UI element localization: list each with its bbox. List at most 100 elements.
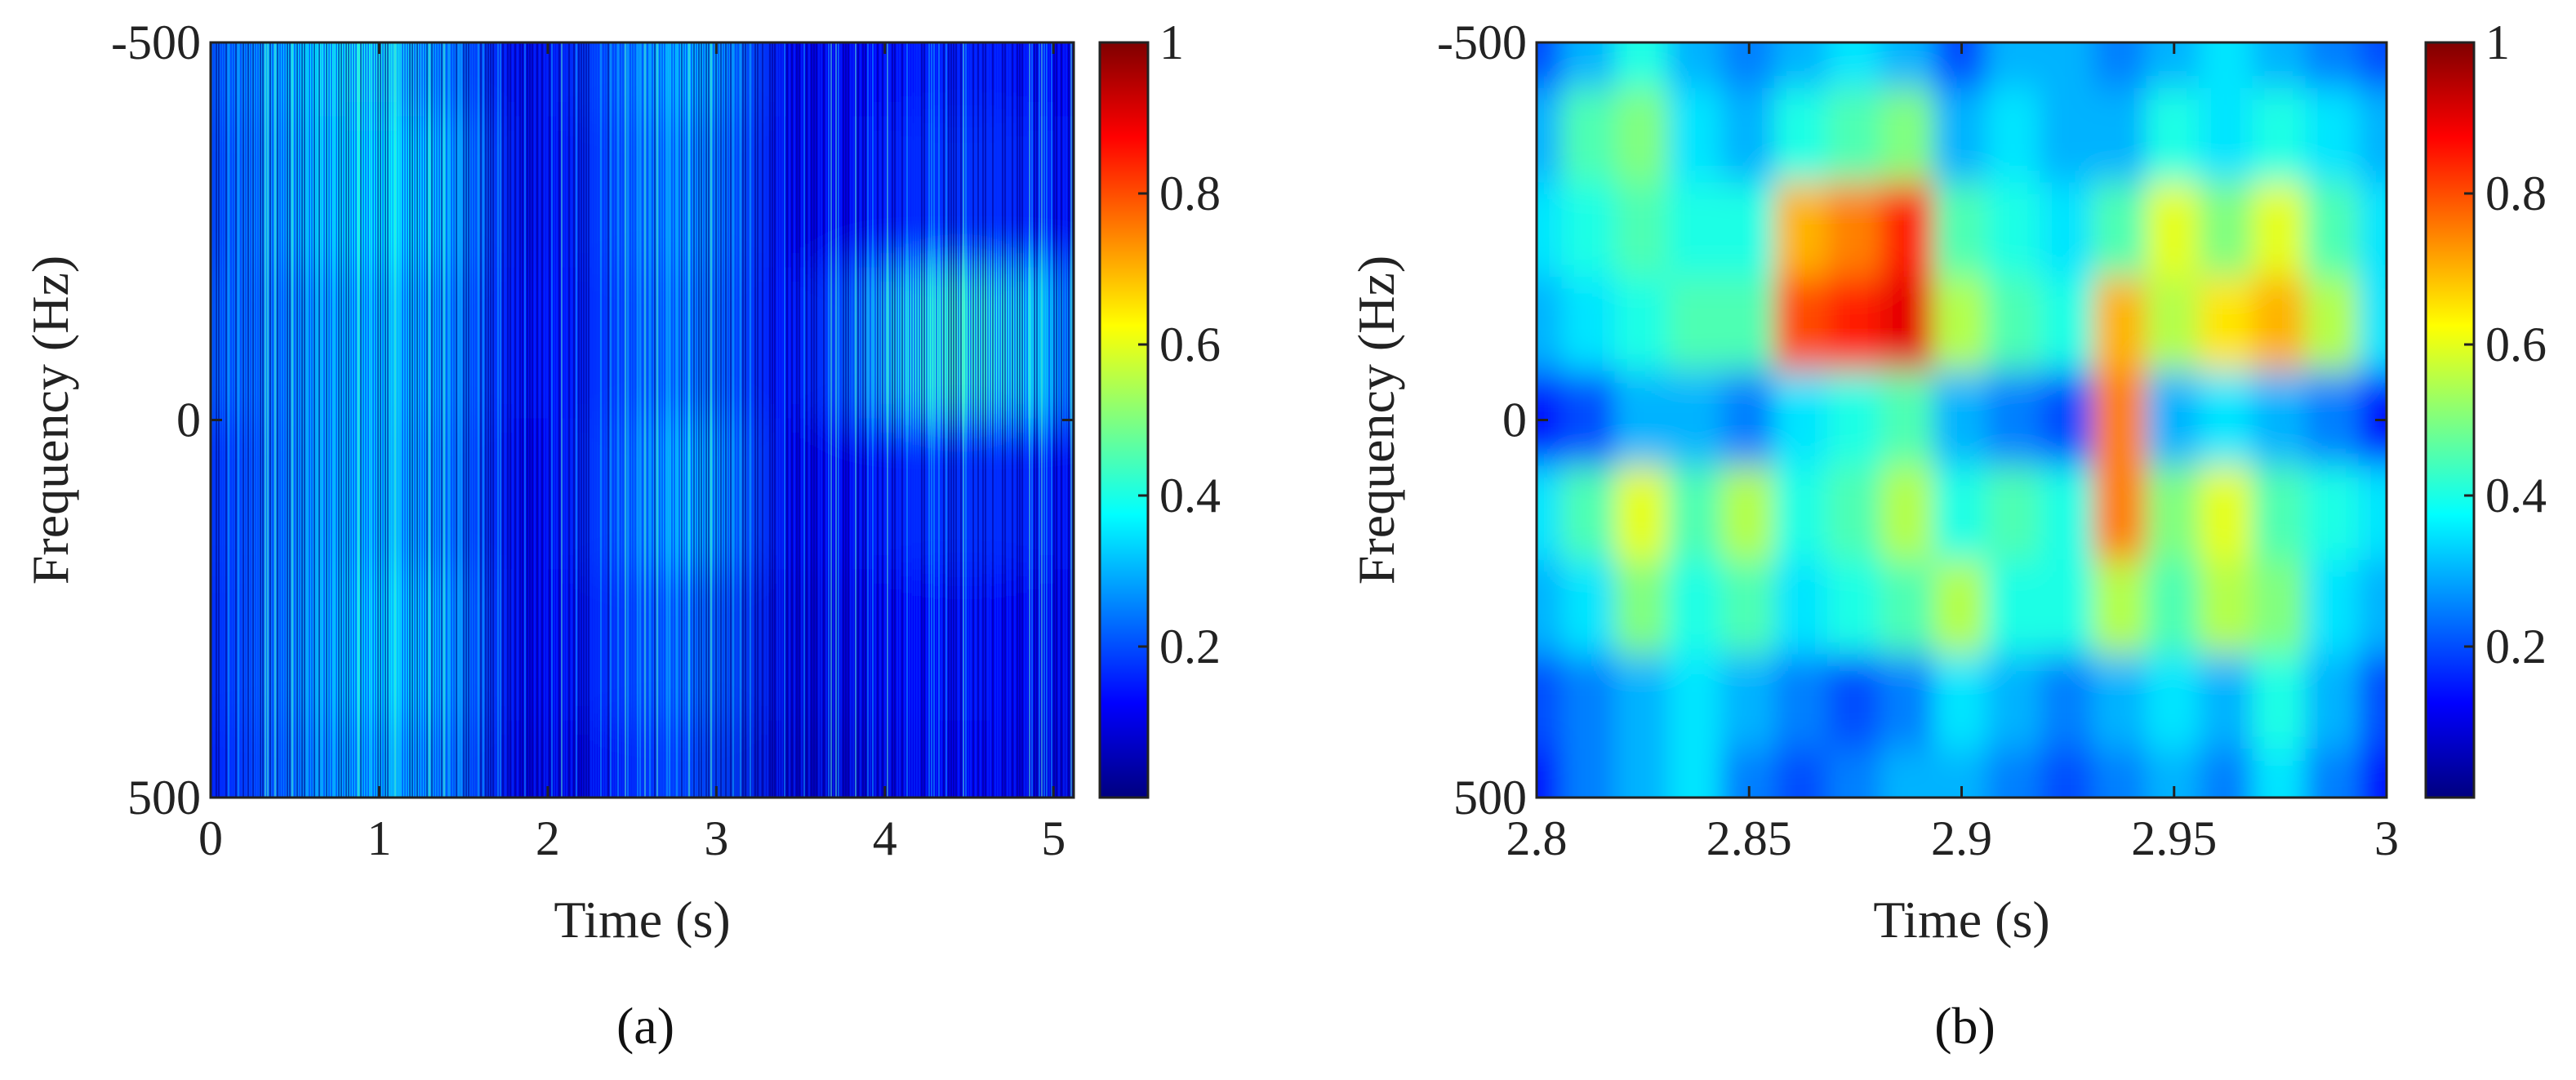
heatmap-cell (1537, 87, 1565, 186)
spectral-striation (764, 42, 766, 798)
spectral-striation (1051, 42, 1052, 798)
heatmap-cell (2040, 371, 2097, 469)
spectral-striation (438, 42, 440, 798)
spectral-striation (331, 42, 332, 798)
spectral-striation (656, 42, 658, 798)
colorbar-gradient (1100, 42, 1148, 798)
spectral-striation (691, 42, 692, 798)
x-axis-label-a: Time (s) (554, 891, 730, 949)
spectral-striation (980, 42, 981, 798)
heatmap-cell (1614, 465, 1671, 563)
heatmap-cell (1537, 465, 1565, 563)
spectral-striation (955, 42, 957, 798)
spectral-striation (693, 42, 695, 798)
heatmap-cell (1667, 277, 1724, 375)
heatmap-cell (2252, 182, 2309, 281)
spectral-striation (255, 42, 256, 798)
heatmap-cell (1773, 559, 1831, 658)
spectral-striation (416, 42, 418, 798)
y-tick-label: 500 (1453, 771, 1527, 824)
spectral-striation (620, 42, 621, 798)
spectral-striation (262, 42, 264, 798)
heatmap-cell (2093, 42, 2150, 91)
spectral-striation (723, 42, 724, 798)
spectral-striation (975, 42, 977, 798)
spectral-striation (1036, 42, 1038, 798)
spectral-striation (507, 42, 509, 798)
spectral-striation (414, 42, 416, 798)
spectral-striation (345, 42, 347, 798)
spectral-striation (585, 42, 587, 798)
spectral-striation (835, 42, 837, 798)
heatmap-cell (1720, 654, 1777, 753)
heatmap-cell (2040, 654, 2097, 753)
spectral-striation (304, 42, 305, 798)
spectral-striation (294, 42, 296, 798)
heatmap-cell (1933, 87, 1991, 186)
heatmap-cell (1667, 749, 1724, 798)
spectral-striation (664, 42, 665, 798)
heatmap-cell (2199, 87, 2256, 186)
heatmap-cell (1561, 371, 1618, 469)
spectral-striation (772, 42, 773, 798)
spectral-striation (536, 42, 538, 798)
spectral-striation (272, 42, 274, 798)
heatmap-cell (2199, 42, 2256, 91)
spectral-striation (321, 42, 323, 798)
spectral-striation (811, 42, 812, 798)
spectral-striation (919, 42, 920, 798)
heatmap-cell (1826, 749, 1884, 798)
spectral-striation (228, 42, 229, 798)
spectral-striation (627, 42, 629, 798)
spectral-striation (1004, 42, 1006, 798)
heatmap-cell (1614, 559, 1671, 658)
spectral-striation (730, 42, 732, 798)
spectral-striation (904, 42, 905, 798)
spectral-striation (458, 42, 460, 798)
spectral-striation (625, 42, 626, 798)
spectral-striation (968, 42, 969, 798)
spectral-striation (336, 42, 337, 798)
spectral-striation (821, 42, 822, 798)
spectral-striation (781, 42, 783, 798)
heatmap-cell (1667, 42, 1724, 91)
spectral-striation (644, 42, 646, 798)
spectral-striation (982, 42, 984, 798)
spectral-striation (245, 42, 247, 798)
heatmap-cell (1614, 654, 1671, 753)
x-tick-label: 2.8 (1506, 811, 1568, 865)
spectral-striation (767, 42, 768, 798)
spectral-striation (972, 42, 974, 798)
spectral-striation (647, 42, 648, 798)
spectral-striation (1034, 42, 1035, 798)
heatmap-cell (2093, 371, 2150, 469)
heatmap-cell (1667, 654, 1724, 753)
colorbar-tick-label: 0.2 (1159, 620, 1221, 673)
spectral-striation (698, 42, 700, 798)
spectral-striation (576, 42, 577, 798)
spectral-striation (607, 42, 609, 798)
spectral-striation (727, 42, 729, 798)
spectral-striation (911, 42, 913, 798)
spectral-striation (901, 42, 903, 798)
spectral-striation (558, 42, 560, 798)
spectral-striation (1002, 42, 1003, 798)
spectral-striation (963, 42, 964, 798)
spectral-striation (642, 42, 643, 798)
spectral-striation (735, 42, 736, 798)
spectral-striation (397, 42, 398, 798)
spectral-striation (311, 42, 313, 798)
heatmap-cell (1773, 371, 1831, 469)
spectral-striation (617, 42, 619, 798)
spectral-striation (808, 42, 810, 798)
spectral-striation (688, 42, 690, 798)
heatmap-cell (2252, 465, 2309, 563)
spectral-striation (1043, 42, 1045, 798)
spectral-striation (845, 42, 847, 798)
spectrogram-plot-a (209, 41, 1075, 799)
spectral-striation (740, 42, 741, 798)
heatmap-cell (1561, 465, 1618, 563)
heatmap-cell (211, 720, 240, 798)
spectral-striation (914, 42, 915, 798)
